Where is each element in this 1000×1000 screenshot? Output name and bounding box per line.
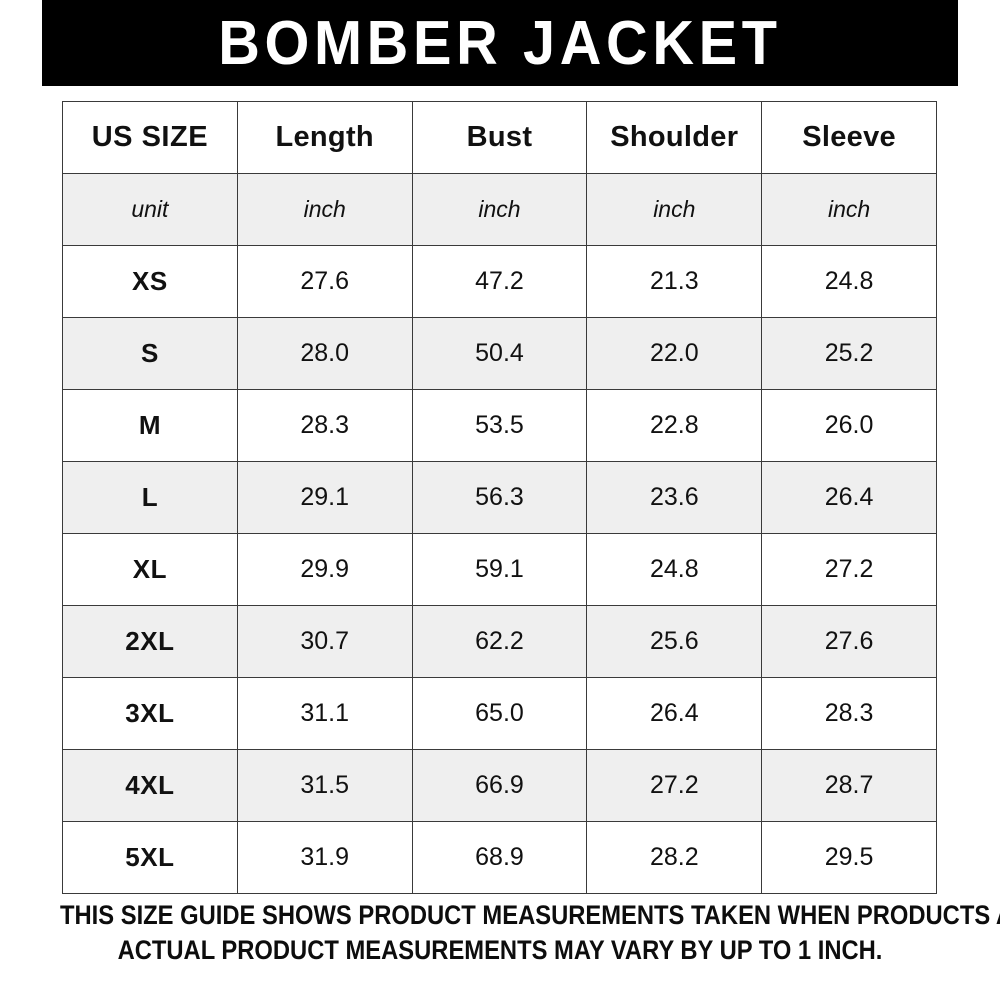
table-unit-row: unit inch inch inch inch [62,173,937,246]
cell-size: XS [62,245,238,318]
column-header-shoulder: Shoulder [586,101,763,174]
column-header-bust: Bust [411,101,588,174]
table-row: XS 27.6 47.2 21.3 24.8 [62,245,937,318]
table-row: 3XL 31.1 65.0 26.4 28.3 [62,677,937,750]
cell-bust: 59.1 [411,533,588,606]
cell-shoulder: 22.8 [586,389,763,462]
unit-shoulder: inch [586,173,763,246]
cell-shoulder: 28.2 [586,821,763,894]
cell-bust: 53.5 [411,389,588,462]
cell-shoulder: 27.2 [586,749,763,822]
cell-bust: 68.9 [411,821,588,894]
column-header-us-size: US SIZE [62,101,238,174]
table-row: L 29.1 56.3 23.6 26.4 [62,461,937,534]
cell-shoulder: 22.0 [586,317,763,390]
unit-label: unit [62,173,238,246]
footer-line-1: THIS SIZE GUIDE SHOWS PRODUCT MEASUREMEN… [60,900,1000,930]
cell-sleeve: 26.0 [761,389,937,462]
cell-size: L [62,461,238,534]
footer-note: THIS SIZE GUIDE SHOWS PRODUCT MEASUREMEN… [0,898,1000,968]
cell-length: 30.7 [236,605,413,678]
cell-bust: 56.3 [411,461,588,534]
cell-length: 31.9 [236,821,413,894]
table-row: 5XL 31.9 68.9 28.2 29.5 [62,821,937,894]
column-header-length: Length [236,101,413,174]
cell-shoulder: 26.4 [586,677,763,750]
column-header-sleeve: Sleeve [761,101,937,174]
cell-sleeve: 28.3 [761,677,937,750]
cell-sleeve: 29.5 [761,821,937,894]
table-row: 4XL 31.5 66.9 27.2 28.7 [62,749,937,822]
cell-bust: 50.4 [411,317,588,390]
cell-sleeve: 25.2 [761,317,937,390]
cell-bust: 47.2 [411,245,588,318]
cell-length: 31.1 [236,677,413,750]
cell-size: S [62,317,238,390]
size-table: US SIZE Length Bust Shoulder Sleeve unit… [62,101,937,894]
cell-sleeve: 27.2 [761,533,937,606]
cell-size: 4XL [62,749,238,822]
table-row: XL 29.9 59.1 24.8 27.2 [62,533,937,606]
unit-length: inch [236,173,413,246]
cell-length: 31.5 [236,749,413,822]
cell-shoulder: 23.6 [586,461,763,534]
cell-length: 29.9 [236,533,413,606]
cell-shoulder: 21.3 [586,245,763,318]
cell-sleeve: 27.6 [761,605,937,678]
cell-length: 27.6 [236,245,413,318]
cell-length: 29.1 [236,461,413,534]
table-row: M 28.3 53.5 22.8 26.0 [62,389,937,462]
size-table-container: US SIZE Length Bust Shoulder Sleeve unit… [62,101,937,894]
cell-sleeve: 24.8 [761,245,937,318]
title-banner: BOMBER JACKET [42,0,958,86]
table-row: 2XL 30.7 62.2 25.6 27.6 [62,605,937,678]
cell-length: 28.0 [236,317,413,390]
cell-size: 3XL [62,677,238,750]
cell-bust: 65.0 [411,677,588,750]
page-title: BOMBER JACKET [218,9,782,78]
table-row: S 28.0 50.4 22.0 25.2 [62,317,937,390]
cell-sleeve: 26.4 [761,461,937,534]
cell-size: 2XL [62,605,238,678]
cell-shoulder: 25.6 [586,605,763,678]
cell-size: XL [62,533,238,606]
unit-bust: inch [411,173,588,246]
cell-bust: 62.2 [411,605,588,678]
cell-size: M [62,389,238,462]
cell-shoulder: 24.8 [586,533,763,606]
cell-sleeve: 28.7 [761,749,937,822]
footer-line-2: ACTUAL PRODUCT MEASUREMENTS MAY VARY BY … [117,935,883,965]
cell-bust: 66.9 [411,749,588,822]
cell-size: 5XL [62,821,238,894]
table-header-row: US SIZE Length Bust Shoulder Sleeve [62,101,937,174]
unit-sleeve: inch [761,173,937,246]
cell-length: 28.3 [236,389,413,462]
